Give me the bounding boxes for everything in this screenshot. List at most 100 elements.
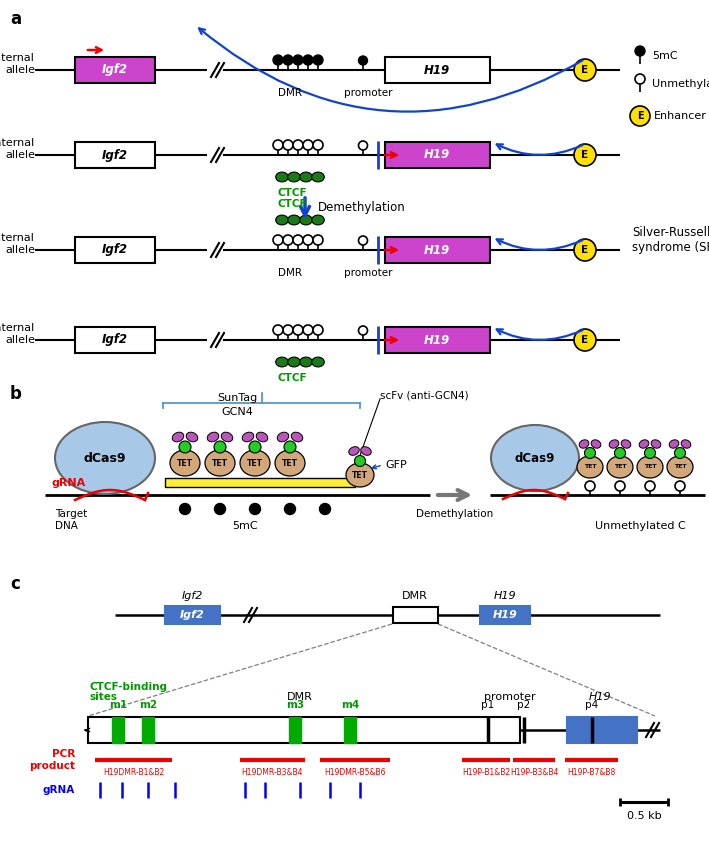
- Circle shape: [273, 235, 283, 245]
- Circle shape: [303, 55, 313, 65]
- Text: p2: p2: [518, 700, 530, 710]
- Bar: [384, 237, 489, 263]
- Ellipse shape: [651, 440, 661, 448]
- Text: sites: sites: [90, 692, 118, 702]
- Ellipse shape: [186, 432, 198, 442]
- FancyArrowPatch shape: [497, 330, 583, 340]
- Circle shape: [179, 503, 191, 514]
- Text: H19P-B7&B8: H19P-B7&B8: [567, 768, 615, 777]
- Text: Igf2: Igf2: [102, 148, 128, 162]
- Text: p4: p4: [586, 700, 598, 710]
- Text: Target
DNA: Target DNA: [55, 509, 87, 530]
- Text: m3: m3: [286, 700, 304, 710]
- Ellipse shape: [577, 456, 603, 478]
- Circle shape: [284, 441, 296, 453]
- Circle shape: [214, 441, 226, 453]
- Bar: [75, 142, 155, 168]
- Circle shape: [250, 503, 260, 514]
- Circle shape: [313, 235, 323, 245]
- Text: m2: m2: [139, 700, 157, 710]
- Text: product: product: [29, 761, 75, 771]
- Circle shape: [283, 140, 293, 150]
- Text: promoter: promoter: [484, 692, 536, 702]
- Ellipse shape: [591, 440, 601, 448]
- Ellipse shape: [491, 425, 579, 491]
- Text: Paternal
allele: Paternal allele: [0, 53, 35, 75]
- Ellipse shape: [639, 440, 649, 448]
- Circle shape: [283, 55, 293, 65]
- Text: gRNA: gRNA: [43, 785, 75, 795]
- Ellipse shape: [312, 357, 324, 367]
- Ellipse shape: [276, 215, 289, 225]
- Text: DMR: DMR: [278, 268, 302, 278]
- Ellipse shape: [361, 447, 372, 455]
- Text: E: E: [581, 65, 588, 75]
- Ellipse shape: [207, 432, 219, 442]
- Text: m4: m4: [341, 700, 359, 710]
- Text: TET: TET: [614, 464, 626, 470]
- Ellipse shape: [300, 172, 312, 182]
- Text: H19: H19: [424, 63, 450, 77]
- Text: GFP: GFP: [385, 460, 407, 470]
- Circle shape: [215, 503, 225, 514]
- Bar: [142, 717, 154, 743]
- Circle shape: [359, 236, 367, 245]
- Text: TET: TET: [212, 459, 228, 468]
- Bar: [75, 237, 155, 263]
- Text: CTCF: CTCF: [277, 199, 307, 209]
- FancyArrowPatch shape: [497, 239, 583, 250]
- Text: TET: TET: [674, 464, 686, 470]
- Bar: [75, 327, 155, 353]
- Circle shape: [249, 441, 261, 453]
- Ellipse shape: [288, 357, 301, 367]
- Circle shape: [675, 481, 685, 491]
- Text: H19: H19: [493, 610, 518, 620]
- FancyArrowPatch shape: [199, 29, 583, 111]
- Bar: [344, 717, 356, 743]
- Bar: [289, 717, 301, 743]
- Text: Igf2: Igf2: [102, 244, 128, 256]
- Text: H19P-B1&B2: H19P-B1&B2: [462, 768, 510, 777]
- Circle shape: [630, 106, 650, 126]
- Text: dCas9: dCas9: [84, 452, 126, 464]
- Ellipse shape: [242, 432, 254, 442]
- Ellipse shape: [667, 456, 693, 478]
- Bar: [384, 327, 489, 353]
- Text: H19: H19: [424, 334, 450, 346]
- Bar: [384, 57, 489, 83]
- Circle shape: [273, 140, 283, 150]
- Circle shape: [179, 441, 191, 453]
- Text: TET: TET: [177, 459, 193, 468]
- Text: CTCF: CTCF: [277, 188, 307, 198]
- Circle shape: [293, 325, 303, 335]
- Text: Igf2: Igf2: [102, 63, 128, 77]
- Circle shape: [293, 235, 303, 245]
- Text: H19: H19: [588, 692, 611, 702]
- Text: dCas9: dCas9: [515, 452, 555, 464]
- Text: Igf2: Igf2: [102, 334, 128, 346]
- Circle shape: [313, 140, 323, 150]
- Text: 0.5 kb: 0.5 kb: [627, 811, 661, 821]
- Circle shape: [313, 325, 323, 335]
- Text: SunTag: SunTag: [217, 393, 257, 403]
- Text: CTCF: CTCF: [277, 373, 307, 383]
- Text: H19DMR-B1&B2: H19DMR-B1&B2: [103, 768, 164, 777]
- Text: TET: TET: [352, 470, 368, 480]
- Circle shape: [644, 448, 656, 459]
- Text: b: b: [10, 385, 22, 403]
- Text: promoter: promoter: [344, 268, 392, 278]
- Text: DMR: DMR: [402, 591, 428, 601]
- FancyArrowPatch shape: [497, 144, 583, 155]
- Circle shape: [359, 141, 367, 150]
- Ellipse shape: [170, 450, 200, 476]
- Ellipse shape: [221, 432, 233, 442]
- Bar: [384, 142, 489, 168]
- Text: Demethylation: Demethylation: [318, 201, 406, 214]
- Text: E: E: [581, 245, 588, 255]
- Circle shape: [283, 325, 293, 335]
- Circle shape: [585, 481, 595, 491]
- Circle shape: [293, 55, 303, 65]
- Text: c: c: [10, 575, 20, 593]
- Text: H19: H19: [424, 148, 450, 162]
- Ellipse shape: [277, 432, 289, 442]
